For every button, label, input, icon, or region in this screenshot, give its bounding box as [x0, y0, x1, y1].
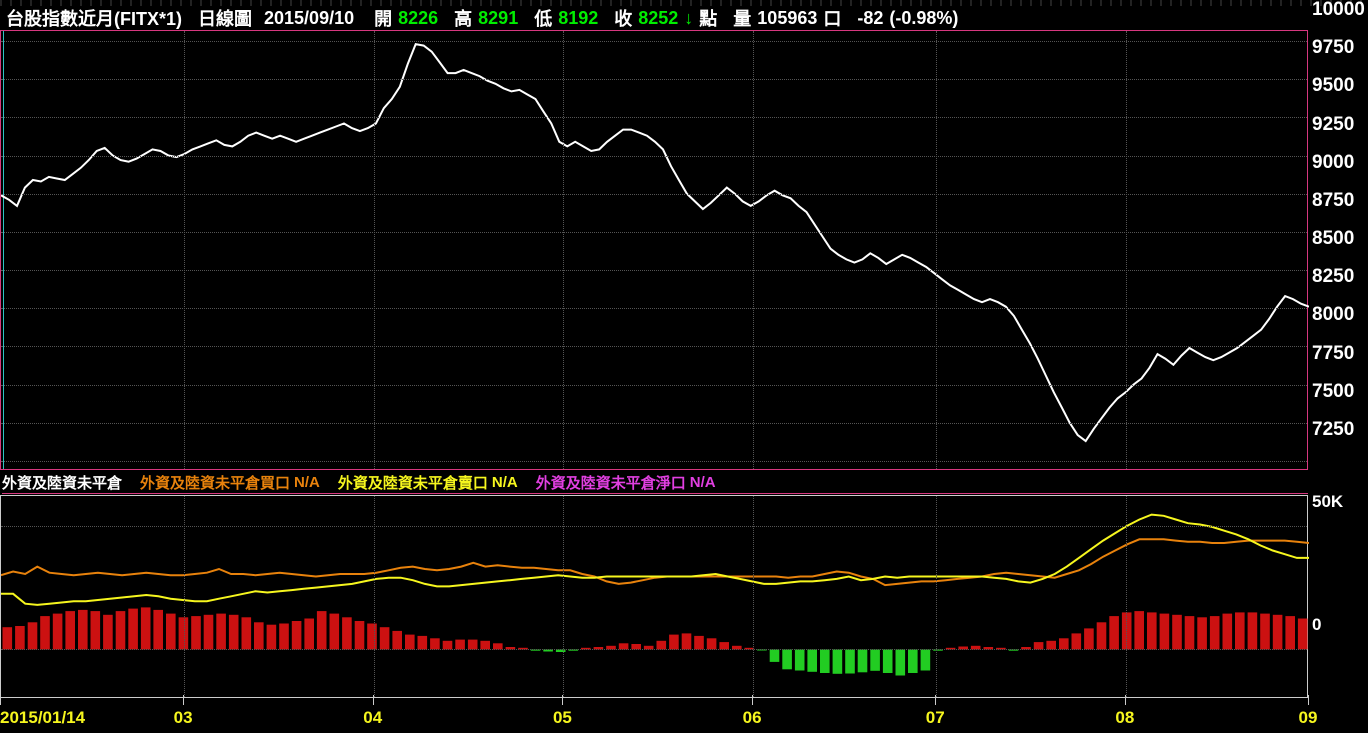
volume-label: 量: [733, 5, 751, 31]
chart-title: 台股指數近月(FITX*1): [6, 5, 182, 31]
close-value: 8252: [638, 8, 678, 29]
top-axis-label-9000: 9000: [1312, 152, 1354, 174]
close-label: 收: [614, 5, 632, 31]
oi-chart-inner[interactable]: [0, 495, 1308, 698]
xaxis-label-06: 06: [743, 708, 762, 728]
low-value: 8192: [558, 8, 598, 29]
top-axis-label-9500: 9500: [1312, 75, 1354, 97]
xaxis-label-09: 09: [1299, 708, 1318, 728]
bottom-axis-label-50K: 50K: [1312, 492, 1343, 512]
top-axis-label-8250: 8250: [1312, 266, 1354, 288]
top-axis-label-10000: 10000: [1312, 0, 1365, 21]
top-axis-label-8750: 8750: [1312, 190, 1354, 212]
high-value: 8291: [478, 8, 518, 29]
bottom-axis-label-0: 0: [1312, 615, 1321, 635]
open-label: 開: [374, 5, 392, 31]
legend-item-total-oi: 外資及陸資未平倉: [2, 472, 122, 493]
change-value: -82: [857, 8, 883, 29]
change-pct: (-0.98%): [889, 8, 958, 29]
top-axis-label-8500: 8500: [1312, 228, 1354, 250]
open-value: 8226: [398, 8, 438, 29]
oi-chart-x-axis: 2015/01/14 03 04 05 06 07 08 09: [0, 708, 1308, 730]
chart-date: 2015/09/10: [264, 8, 354, 29]
top-axis-label-9750: 9750: [1312, 37, 1354, 59]
low-label: 低: [534, 5, 552, 31]
oi-chart-panel[interactable]: 外資及陸資未平倉 外資及陸資未平倉買口 N/A 外資及陸資未平倉賣口 N/A 外…: [0, 472, 1308, 722]
top-axis-label-7500: 7500: [1312, 381, 1354, 403]
xaxis-label-2015-01-14: 2015/01/14: [0, 708, 85, 728]
point-label: 點: [699, 5, 717, 31]
chart-screen: 台股指數近月(FITX*1) 日線圖 2015/09/10 開 8226 高 8…: [0, 0, 1368, 733]
volume-unit: 口: [823, 5, 841, 31]
chart-header: 台股指數近月(FITX*1) 日線圖 2015/09/10 開 8226 高 8…: [6, 6, 1362, 30]
legend-item-buy-oi: 外資及陸資未平倉買口 N/A: [140, 472, 320, 493]
xaxis-label-04: 04: [363, 708, 382, 728]
top-axis-label-7250: 7250: [1312, 419, 1354, 441]
period-label: 日線圖: [198, 5, 252, 31]
volume-value: 105963: [757, 8, 817, 29]
legend-item-net-oi: 外資及陸資未平倉淨口 N/A: [536, 472, 716, 493]
legend-item-sell-oi: 外資及陸資未平倉賣口 N/A: [338, 472, 518, 493]
top-axis-label-7750: 7750: [1312, 343, 1354, 365]
top-axis-label-8000: 8000: [1312, 304, 1354, 326]
xaxis-label-07: 07: [926, 708, 945, 728]
top-axis-label-9250: 9250: [1312, 114, 1354, 136]
xaxis-label-05: 05: [553, 708, 572, 728]
high-label: 高: [454, 5, 472, 31]
price-line-chart-panel[interactable]: [0, 30, 1308, 470]
oi-legend-row: 外資及陸資未平倉 外資及陸資未平倉買口 N/A 外資及陸資未平倉賣口 N/A 外…: [2, 472, 1308, 494]
down-arrow-icon: ↓: [684, 8, 693, 29]
xaxis-label-08: 08: [1115, 708, 1134, 728]
xaxis-label-03: 03: [174, 708, 193, 728]
